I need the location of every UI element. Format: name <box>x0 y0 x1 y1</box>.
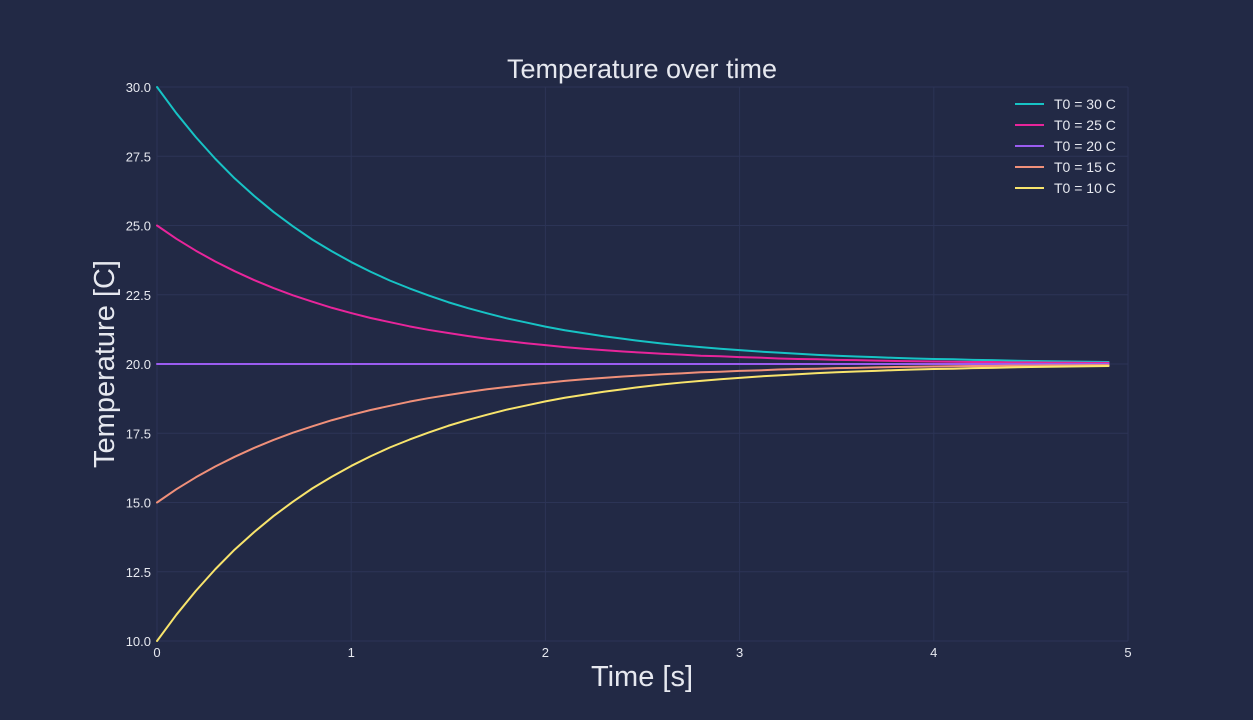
x-tick-label: 3 <box>736 645 743 660</box>
series-line-t0-30-c <box>156 86 1110 364</box>
y-axis-label: Temperature [C] <box>89 260 121 468</box>
x-axis-label: Time [s] <box>591 661 693 693</box>
y-tick-label: 30.0 <box>126 80 151 95</box>
tick-layer: 0 1 2 3 4 5 10.0 12.5 15.0 17.5 20.0 22.5 25.0 27.5 30… <box>126 80 1132 660</box>
legend-label-t0-30-c: T0 = 30 C <box>1054 96 1116 112</box>
y-tick-label: 15.0 <box>126 496 151 511</box>
series-line-t0-10-c <box>156 364 1110 642</box>
y-tick-label: 27.5 <box>126 149 151 164</box>
series-line-t0-15-c <box>156 364 1110 504</box>
legend-label-t0-10-c: T0 = 10 C <box>1054 180 1116 196</box>
y-tick-label: 20.0 <box>126 357 151 372</box>
x-tick-label: 0 <box>153 645 160 660</box>
legend-label-t0-20-c: T0 = 20 C <box>1054 138 1116 154</box>
y-tick-label: 12.5 <box>126 565 151 580</box>
y-tick-label: 25.0 <box>126 219 151 234</box>
chart-title: Temperature over time <box>507 54 777 84</box>
legend: T0 = 30 C T0 = 25 C T0 = 20 C T0 = 15 C T0 =… <box>1015 96 1116 196</box>
legend-label-t0-15-c: T0 = 15 C <box>1054 159 1116 175</box>
x-tick-label: 1 <box>348 645 355 660</box>
series-layer <box>156 86 1110 642</box>
x-tick-label: 4 <box>930 645 937 660</box>
series-line-t0-25-c <box>156 224 1110 364</box>
legend-label-t0-25-c: T0 = 25 C <box>1054 117 1116 133</box>
x-tick-label: 2 <box>542 645 549 660</box>
y-tick-label: 17.5 <box>126 426 151 441</box>
x-tick-label: 5 <box>1124 645 1131 660</box>
y-tick-label: 10.0 <box>126 634 151 649</box>
y-tick-label: 22.5 <box>126 288 151 303</box>
